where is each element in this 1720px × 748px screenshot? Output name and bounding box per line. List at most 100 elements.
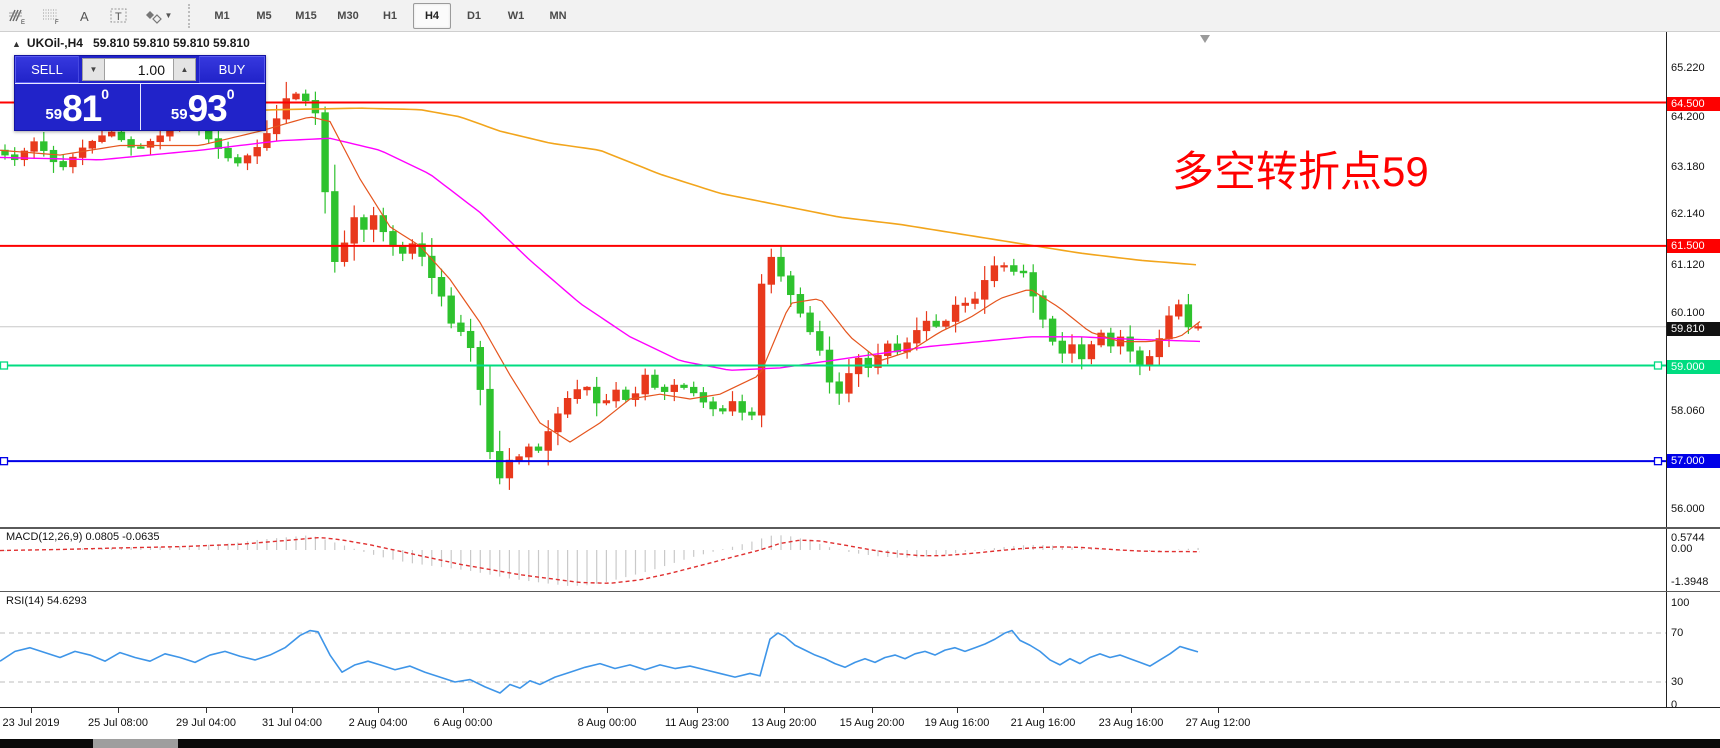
candle-body (59, 161, 67, 168)
line-handle[interactable] (0, 361, 9, 370)
candle-body (554, 413, 562, 433)
indicator-tool-icon[interactable]: E (2, 2, 32, 29)
candle-body (117, 131, 126, 141)
line-handle[interactable] (1653, 457, 1663, 466)
candle-body (951, 304, 960, 322)
text-box-icon[interactable]: T (104, 2, 134, 29)
time-axis-label: 13 Aug 20:00 (751, 717, 817, 729)
toolbar-separator (188, 3, 195, 28)
ohlc-values: 59.810 59.810 59.810 59.810 (92, 36, 250, 50)
volume-decrease-button[interactable]: ▼ (82, 58, 105, 81)
rsi-axis-label: 30 (1671, 676, 1684, 688)
bid-price[interactable]: 59 81 0 (15, 84, 141, 130)
candle-body (534, 446, 543, 451)
timeframe-button-m5[interactable]: M5 (256, 9, 272, 22)
macd-panel[interactable] (0, 529, 1666, 591)
time-tick-mark (463, 708, 464, 713)
candle-body (748, 411, 756, 416)
candle-body (990, 265, 999, 282)
timeframe-button-w1[interactable]: W1 (507, 9, 525, 22)
candle-body (515, 456, 523, 461)
candle-body (127, 139, 135, 148)
candle-body (78, 147, 87, 158)
time-tick-mark (697, 708, 698, 713)
candle-body (20, 150, 29, 161)
timeframe-button-h4[interactable]: H4 (413, 2, 451, 29)
candle-body (466, 330, 475, 349)
time-axis-label: 23 Aug 16:00 (1098, 717, 1164, 729)
macd-histogram (4, 535, 1199, 586)
time-tick-mark (206, 708, 207, 713)
ask-price[interactable]: 59 93 0 (141, 84, 266, 130)
candle-body (340, 242, 349, 262)
symbol-arrow-icon: ▲ (12, 39, 21, 49)
chart-text-annotation[interactable]: 多空转折点59 (1172, 148, 1429, 195)
candle-body (622, 389, 630, 400)
macd-axis-label: -1.3948 (1671, 576, 1709, 588)
candle-body (40, 141, 48, 151)
candle-body (234, 157, 242, 164)
macd-axis-label: 0.00 (1671, 543, 1693, 555)
timeframe-button-m1[interactable]: M1 (214, 9, 230, 22)
price-axis-label: 63.180 (1671, 161, 1705, 173)
shapes-tool-icon[interactable]: ▼ (138, 2, 178, 29)
volume-spinner: ▼ 1.00 ▲ (79, 56, 199, 83)
main-chart-surface[interactable] (0, 32, 1666, 527)
time-tick-mark (118, 708, 119, 713)
candle-body (1194, 326, 1202, 329)
panel-separator[interactable] (0, 591, 1720, 592)
time-tick-mark (1131, 708, 1132, 713)
macd-signal-line (0, 536, 1201, 584)
price-axis-badge-red: 61.500 (1667, 239, 1720, 253)
candle-body (108, 131, 116, 137)
candle-body (738, 401, 746, 413)
candle-body (893, 343, 902, 353)
timeframe-button-h1[interactable]: H1 (382, 9, 398, 22)
candle-body (757, 283, 766, 416)
rsi-panel[interactable] (0, 592, 1666, 706)
candle-body (767, 256, 775, 285)
volume-input[interactable]: 1.00 (105, 58, 173, 81)
candle-body (476, 347, 485, 390)
sell-button[interactable]: SELL (15, 56, 79, 83)
bid-price-big: 81 (62, 88, 102, 129)
fibonacci-grid-icon[interactable]: F (36, 2, 66, 29)
candle-body (728, 401, 737, 412)
ma-fast-line (0, 116, 1201, 443)
candle-body (1048, 318, 1057, 342)
candle-body (1058, 340, 1066, 354)
candle-body (544, 431, 552, 451)
shapes-dropdown-caret-icon[interactable]: ▼ (164, 11, 173, 20)
volume-increase-button[interactable]: ▲ (173, 58, 196, 81)
chart-shift-marker-icon (1200, 35, 1210, 43)
candle-body (69, 156, 77, 168)
buy-button[interactable]: BUY (199, 56, 265, 83)
candle-body (932, 320, 940, 327)
timeframe-button-m15[interactable]: M15 (295, 9, 317, 22)
candle-body (447, 295, 455, 324)
price-axis-label: 56.000 (1671, 503, 1705, 515)
price-axis: 65.220 64.500 64.200 63.180 62.140 61.500 61.1… (1663, 32, 1720, 737)
timeframe-button-d1[interactable]: D1 (466, 9, 482, 22)
candle-body (263, 133, 271, 149)
candle-body (253, 147, 261, 157)
panel-separator[interactable] (0, 527, 1720, 529)
line-handle[interactable] (1653, 361, 1663, 370)
candle-body (360, 217, 368, 230)
candle-body (1126, 336, 1134, 352)
line-handle[interactable] (0, 457, 9, 466)
candle-body (651, 374, 659, 388)
candle-body (505, 459, 514, 479)
candle-body (1019, 270, 1028, 274)
candle-body (680, 384, 688, 388)
candle-body (30, 141, 38, 152)
price-axis-label: 60.100 (1671, 307, 1705, 319)
text-label-icon[interactable]: A (70, 2, 100, 29)
candle-body (379, 215, 388, 233)
candle-body (418, 243, 426, 257)
timeframe-button-m30[interactable]: M30 (337, 9, 359, 22)
ask-price-prefix: 59 (170, 106, 188, 123)
timeframe-button-mn[interactable]: MN (549, 9, 567, 22)
time-axis-label: 21 Aug 16:00 (1010, 717, 1076, 729)
time-tick-mark (378, 708, 379, 713)
